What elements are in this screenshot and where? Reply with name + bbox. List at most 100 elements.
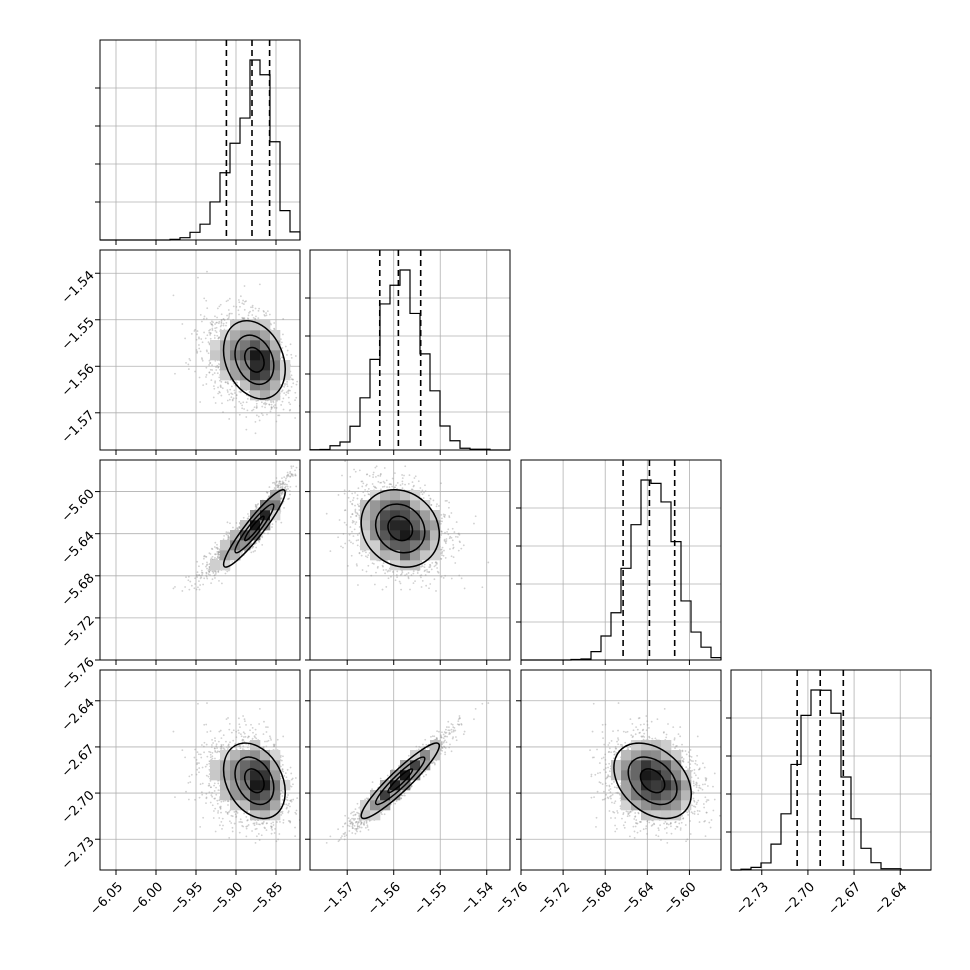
- sample-point: [349, 526, 352, 528]
- sample-point: [258, 307, 261, 310]
- sample-point: [196, 560, 199, 563]
- density-cell: [250, 370, 261, 381]
- sample-point: [282, 482, 285, 485]
- sample-point: [226, 318, 229, 320]
- sample-point: [289, 403, 292, 406]
- sample-point: [354, 511, 357, 514]
- sample-point: [374, 486, 377, 489]
- sample-point: [220, 320, 223, 323]
- sample-point: [252, 545, 255, 548]
- sample-point: [255, 414, 258, 417]
- panel-content: [100, 460, 300, 660]
- sample-point: [235, 394, 238, 396]
- sample-point: [365, 570, 368, 573]
- density-cell: [210, 560, 221, 571]
- contour-line: [243, 346, 265, 373]
- sample-point: [458, 533, 461, 536]
- sample-point: [248, 391, 251, 394]
- sample-point: [207, 352, 210, 355]
- sample-point: [283, 386, 286, 388]
- panel-content: [100, 250, 300, 450]
- sample-point: [196, 571, 199, 574]
- sample-point: [215, 571, 217, 574]
- sample-point: [217, 366, 220, 369]
- sample-point: [286, 385, 289, 388]
- sample-point: [404, 465, 407, 468]
- sample-point: [229, 312, 231, 315]
- sample-point: [238, 301, 241, 304]
- sample-point: [205, 349, 208, 352]
- sample-point: [211, 548, 214, 551]
- sample-point: [221, 387, 224, 390]
- sample-point: [217, 392, 220, 395]
- sample-point: [463, 587, 466, 590]
- density-cell: [230, 340, 241, 351]
- sample-point: [446, 531, 448, 533]
- density-cell: [220, 330, 231, 341]
- density-cell: [270, 490, 281, 501]
- sample-point: [228, 393, 231, 396]
- sample-point: [447, 528, 450, 531]
- sample-point: [273, 328, 276, 331]
- sample-point: [277, 484, 280, 487]
- sample-point: [275, 420, 278, 423]
- sample-point: [212, 385, 215, 387]
- sample-point: [263, 532, 266, 535]
- sample-point: [239, 391, 242, 394]
- sample-point: [289, 389, 291, 392]
- sample-point: [279, 480, 282, 483]
- sample-point: [401, 480, 404, 483]
- sample-point: [430, 568, 433, 571]
- sample-point: [216, 556, 219, 559]
- panel-content: [310, 460, 510, 660]
- sample-point: [255, 406, 258, 409]
- density-cell: [250, 390, 261, 401]
- sample-point: [407, 572, 410, 574]
- sample-point: [218, 391, 221, 394]
- sample-point: [222, 324, 225, 327]
- sample-point: [284, 345, 287, 348]
- sample-point: [220, 324, 223, 327]
- sample-point: [456, 536, 459, 538]
- sample-point: [239, 402, 242, 405]
- sample-point: [210, 320, 213, 323]
- sample-point: [294, 399, 296, 402]
- sample-point: [212, 570, 214, 573]
- sample-point: [226, 521, 229, 524]
- sample-point: [287, 390, 289, 393]
- sample-point: [193, 330, 196, 332]
- sample-point: [203, 331, 205, 334]
- sample-point: [440, 534, 443, 536]
- sample-point: [209, 332, 212, 335]
- sample-point: [275, 407, 278, 409]
- sample-point: [251, 306, 254, 309]
- density-cell: [260, 350, 271, 361]
- sample-point: [344, 460, 347, 463]
- sample-point: [284, 382, 286, 385]
- sample-point: [264, 406, 266, 409]
- sample-point: [205, 572, 208, 575]
- sample-point: [474, 515, 477, 518]
- sample-point: [218, 376, 221, 379]
- sample-point: [229, 388, 232, 391]
- sample-point: [354, 508, 357, 511]
- sample-point: [284, 486, 286, 489]
- sample-point: [241, 316, 244, 319]
- sample-point: [266, 310, 269, 313]
- sample-point: [214, 323, 217, 325]
- sample-point: [227, 299, 229, 302]
- sample-point: [399, 484, 402, 487]
- sample-point: [273, 322, 276, 324]
- sample-point: [254, 503, 257, 506]
- sample-point: [214, 380, 217, 383]
- sample-point: [386, 570, 389, 573]
- density-cell: [220, 370, 231, 381]
- sample-point: [289, 475, 292, 478]
- sample-point: [266, 413, 268, 416]
- sample-point: [201, 358, 204, 361]
- sample-point: [270, 323, 272, 326]
- sample-point: [222, 318, 225, 321]
- density-cell: [220, 560, 231, 571]
- sample-point: [202, 384, 205, 387]
- density-cell: [240, 360, 251, 371]
